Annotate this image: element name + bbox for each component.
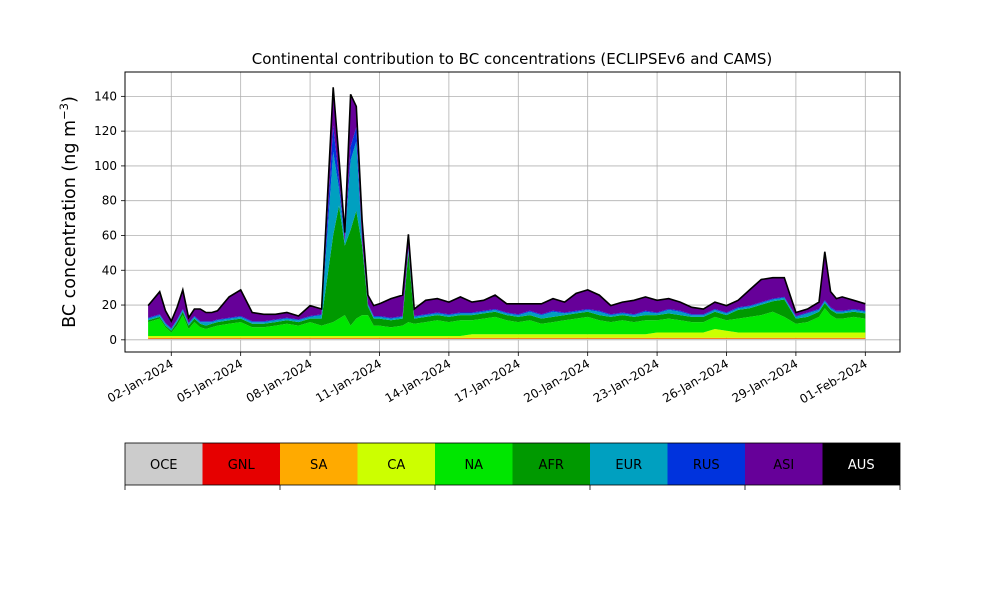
legend-swatch-afr <box>512 443 590 485</box>
x-tick-label: 14-Jan-2024 <box>383 356 454 405</box>
area-ca <box>148 329 866 338</box>
y-axis-label-superscript: −3 <box>57 103 71 120</box>
x-tick-label: 01-Feb-2024 <box>797 356 870 406</box>
y-axis: 0 20 40 60 80 100 120 140 <box>94 89 125 347</box>
x-tick-label: 17-Jan-2024 <box>452 356 523 405</box>
stacked-areas <box>148 87 866 340</box>
x-tick-label: 02-Jan-2024 <box>105 356 176 405</box>
legend-label-oce: OCE <box>150 458 178 473</box>
legend-swatch-aus <box>822 443 900 485</box>
legend-label-asi: ASI <box>773 458 794 473</box>
area-oce <box>148 339 866 340</box>
y-tick-label: 0 <box>109 333 117 347</box>
total-line <box>147 87 866 324</box>
legend-swatch-gnl <box>202 443 280 485</box>
legend-label-na: NA <box>464 458 483 473</box>
legend-colorbar: OCE GNL SA CA NA AFR EUR RUS ASI AUS <box>124 442 901 490</box>
x-tick-label: 08-Jan-2024 <box>244 356 315 405</box>
area-asi <box>148 87 866 329</box>
legend-label-eur: EUR <box>615 458 642 473</box>
x-tick-label: 29-Jan-2024 <box>730 356 801 405</box>
x-tick-label: 05-Jan-2024 <box>174 356 245 405</box>
y-axis-label: BC concentration (ng m−3) <box>57 96 80 328</box>
area-sa <box>148 337 866 339</box>
x-axis: 02-Jan-202405-Jan-202408-Jan-202411-Jan-… <box>105 352 870 406</box>
legend-swatch-na <box>435 443 513 485</box>
y-tick-label: 80 <box>102 194 117 208</box>
legend-swatch-sa <box>280 443 358 485</box>
legend-label-afr: AFR <box>539 458 564 473</box>
plot-frame <box>124 71 901 353</box>
area-afr <box>148 205 866 333</box>
legend-swatch-eur <box>590 443 668 485</box>
x-tick-label: 20-Jan-2024 <box>521 356 592 405</box>
legend-swatch-asi <box>745 443 823 485</box>
legend-swatch-oce <box>125 443 203 485</box>
y-tick-label: 60 <box>102 228 117 242</box>
total-concentration-line <box>147 87 866 324</box>
legend-label-aus: AUS <box>848 458 875 473</box>
legend-swatch-rus <box>667 443 745 485</box>
legend-label-sa: SA <box>310 458 327 473</box>
x-tick-label: 11-Jan-2024 <box>313 356 384 405</box>
legend-label-ca: CA <box>387 458 405 473</box>
legend-frame <box>124 442 901 486</box>
x-tick-label: 26-Jan-2024 <box>660 356 731 405</box>
y-tick-label: 40 <box>102 263 117 277</box>
y-tick-label: 120 <box>94 124 117 138</box>
y-tick-label: 100 <box>94 159 117 173</box>
y-tick-label: 140 <box>94 89 117 103</box>
y-tick-label: 20 <box>102 298 117 312</box>
legend-label-rus: RUS <box>693 458 720 473</box>
chart-title: Continental contribution to BC concentra… <box>252 50 773 68</box>
legend-label-gnl: GNL <box>228 458 256 473</box>
x-tick-label: 23-Jan-2024 <box>591 356 662 405</box>
area-na <box>148 308 866 336</box>
legend-swatch-ca <box>357 443 435 485</box>
